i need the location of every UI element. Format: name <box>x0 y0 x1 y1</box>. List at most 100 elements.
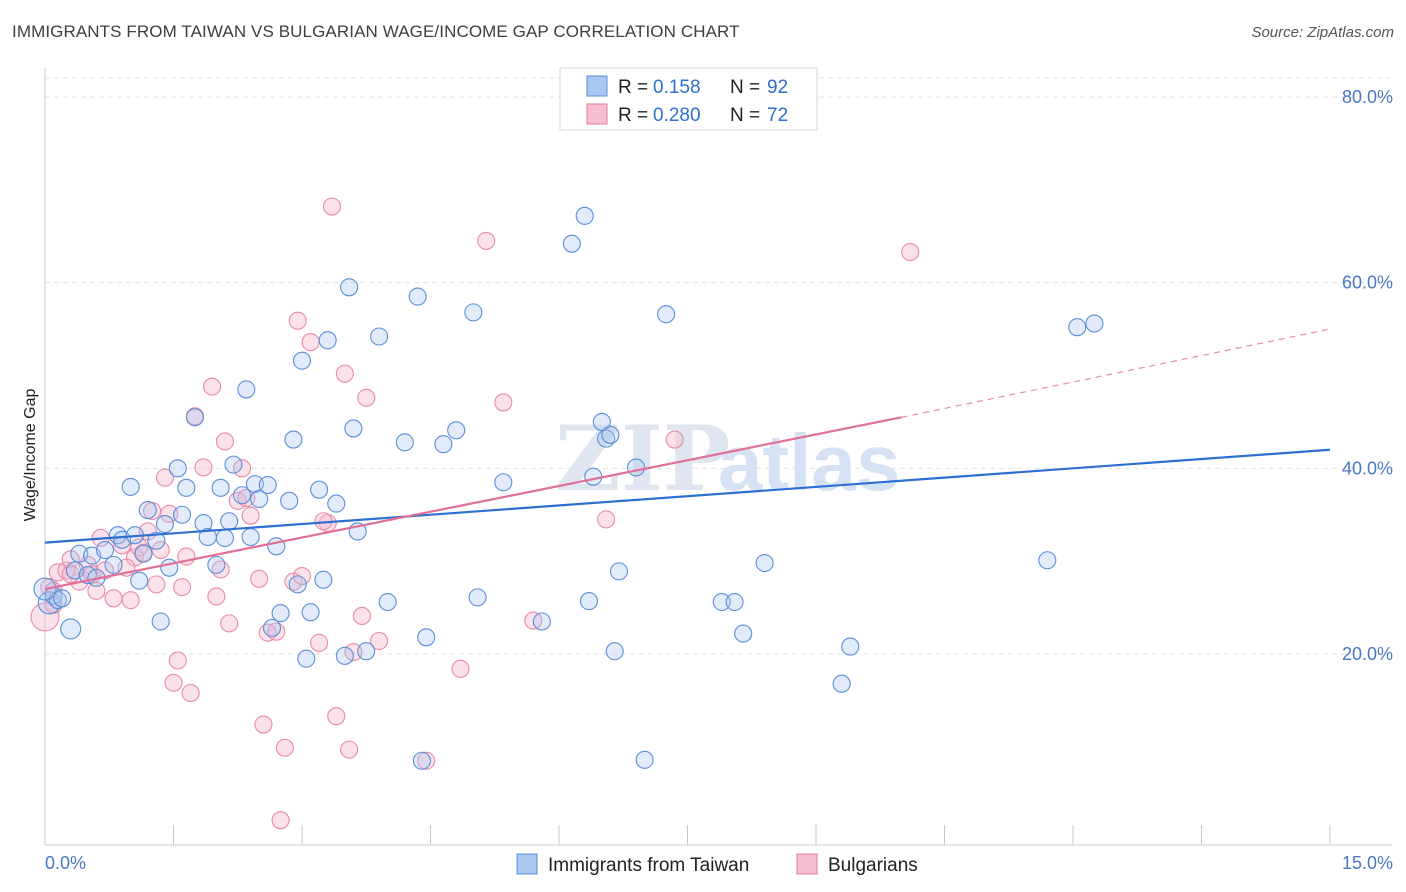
legend-r-value: 0.158 <box>653 77 701 98</box>
bulgarians-point <box>597 510 616 529</box>
taiwan-point <box>832 674 851 693</box>
taiwan-point <box>1085 314 1104 333</box>
bulgarians-point <box>301 333 320 352</box>
taiwan-point <box>725 592 744 612</box>
y-tick-label: 40.0% <box>1342 458 1393 478</box>
bottom-legend-swatch <box>796 853 818 875</box>
y-tick-label: 20.0% <box>1342 644 1393 664</box>
watermark-text: atlas <box>718 418 900 507</box>
taiwan-point <box>335 646 354 665</box>
bulgarians-point <box>241 506 260 525</box>
taiwan-point <box>755 553 774 573</box>
taiwan-trend-line <box>44 448 1331 544</box>
taiwan-point <box>494 473 513 492</box>
taiwan-point <box>215 528 234 548</box>
bulgarians-trend-line <box>44 416 902 591</box>
bulgarians-point <box>477 231 496 250</box>
y-tick-label: 60.0% <box>1342 273 1393 293</box>
bulgarians-point <box>160 504 179 523</box>
bulgarians-point <box>220 614 239 633</box>
bulgarians-point <box>451 659 470 678</box>
legend-box: R = 0.158 N = 92 R = 0.280 N = 72 <box>559 67 818 131</box>
taiwan-point <box>220 512 239 531</box>
tick-labels: 20.0% 40.0% 60.0% 80.0% 0.0% 15.0% <box>45 87 1393 873</box>
taiwan-point <box>417 628 436 647</box>
taiwan-point <box>575 206 594 225</box>
taiwan-point <box>412 751 431 770</box>
taiwan-point <box>155 514 174 534</box>
bulgarians-point <box>250 569 269 588</box>
bulgarians-point <box>357 388 376 407</box>
taiwan-point <box>310 480 329 499</box>
taiwan-point <box>734 624 753 643</box>
bulgarians-point <box>665 430 684 449</box>
taiwan-point <box>207 555 226 574</box>
bulgarians-point <box>322 197 342 216</box>
taiwan-point <box>592 412 611 431</box>
taiwan-point <box>340 278 359 297</box>
taiwan-point <box>579 592 599 611</box>
bulgarians-point <box>275 738 294 757</box>
taiwan-point <box>280 491 299 510</box>
taiwan-point <box>241 527 260 547</box>
taiwan-point <box>344 419 363 438</box>
taiwan-point <box>185 408 204 427</box>
taiwan-point <box>60 618 82 640</box>
taiwan-point <box>173 505 192 524</box>
taiwan-point <box>378 592 397 612</box>
grid <box>45 77 1392 655</box>
bulgarians-point <box>271 811 290 830</box>
bulgarians-trend-extension <box>901 328 1331 418</box>
bulgarians-point <box>173 578 192 597</box>
taiwan-point <box>468 588 487 607</box>
taiwan-point <box>532 612 551 631</box>
bottom-legend: Immigrants from Taiwan Bulgarians <box>516 853 918 876</box>
taiwan-point <box>130 571 149 590</box>
legend-swatch <box>586 103 608 125</box>
bulgarians-point <box>494 393 513 412</box>
taiwan-point <box>151 612 170 631</box>
axes <box>44 68 1392 846</box>
taiwan-point <box>1068 318 1087 337</box>
taiwan-point <box>138 501 157 520</box>
legend-n-label: N = <box>730 77 760 98</box>
legend-r-label: R = <box>618 77 648 98</box>
watermark-text: ZIP <box>555 406 730 512</box>
taiwan-point <box>232 486 252 505</box>
taiwan-point <box>177 478 196 497</box>
bottom-legend-swatch <box>516 853 538 875</box>
bulgarians-point <box>340 740 359 759</box>
taiwan-point <box>562 234 581 253</box>
taiwan-point <box>258 475 277 495</box>
bulgarians-point <box>61 550 80 569</box>
taiwan-point <box>584 467 603 486</box>
taiwan-point <box>53 589 72 608</box>
bulgarians-point <box>254 715 273 734</box>
bulgarians-point <box>164 673 183 692</box>
taiwan-point <box>314 570 333 589</box>
bulgarians-point <box>121 591 140 610</box>
trend-lines <box>44 328 1331 591</box>
taiwan-point <box>245 475 264 494</box>
taiwan-point <box>601 425 620 444</box>
taiwan-point <box>262 618 282 638</box>
bulgarians-point <box>168 651 187 670</box>
bulgarians-point <box>310 633 329 652</box>
taiwan-point <box>237 380 256 399</box>
source-label: Source: ZipAtlas.com <box>1251 24 1394 41</box>
taiwan-point <box>464 303 483 322</box>
bottom-legend-label: Bulgarians <box>828 855 918 876</box>
legend-swatch <box>586 75 608 97</box>
taiwan-point <box>284 430 303 449</box>
legend-n-label: N = <box>730 105 760 126</box>
bulgarians-point <box>87 581 106 600</box>
bulgarians-point <box>292 566 312 586</box>
legend-r-value: 0.280 <box>653 105 701 126</box>
x-tick-label: 15.0% <box>1342 853 1393 873</box>
bulgarians-point <box>207 587 226 606</box>
taiwan-points <box>33 206 1104 770</box>
taiwan-point <box>168 459 187 478</box>
legend-n-value: 92 <box>767 77 788 98</box>
taiwan-point <box>292 351 312 370</box>
taiwan-point <box>271 604 290 623</box>
